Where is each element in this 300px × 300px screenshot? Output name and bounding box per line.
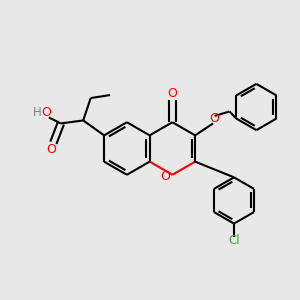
Text: O: O: [167, 87, 177, 100]
Text: Cl: Cl: [228, 233, 240, 247]
Text: O: O: [46, 143, 56, 156]
Text: H: H: [33, 106, 41, 119]
Text: O: O: [160, 170, 170, 183]
Text: O: O: [210, 112, 220, 125]
Text: O: O: [41, 106, 51, 119]
